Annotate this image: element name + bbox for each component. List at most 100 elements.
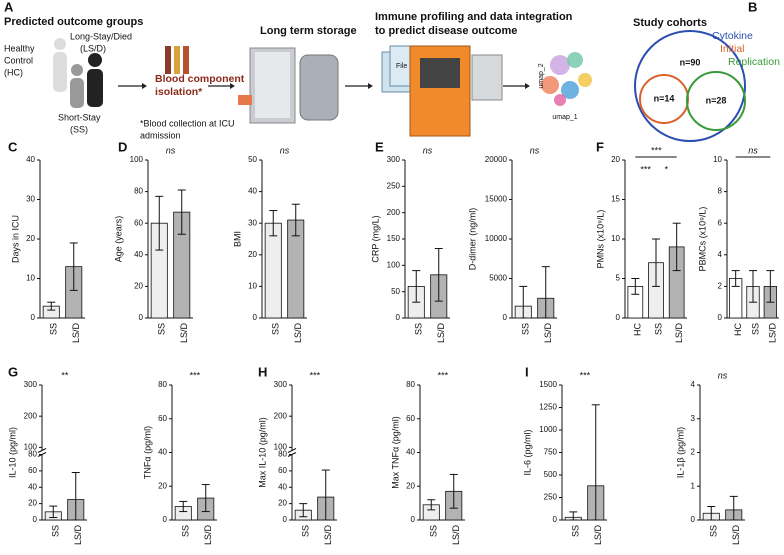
y-tick-label: 4 xyxy=(691,380,696,389)
y-tick-label: 30 xyxy=(26,195,35,204)
y-tick-label: 200 xyxy=(274,411,288,420)
n-label: n=14 xyxy=(654,93,675,103)
cohort-title: Study cohorts xyxy=(633,17,707,29)
y-axis-label: Age (years) xyxy=(113,216,123,263)
y-axis-label: D-dimer (ng/ml) xyxy=(467,208,477,271)
x-tick-label: SS xyxy=(301,525,311,537)
y-tick-label: 500 xyxy=(544,470,558,479)
y-tick-label: 0 xyxy=(616,313,621,322)
y-tick-label: 10 xyxy=(248,282,257,291)
annotation: ns xyxy=(748,145,758,155)
x-tick-label: LS/D xyxy=(71,323,81,344)
y-tick-label: 20 xyxy=(134,282,143,291)
annotation: *** xyxy=(437,370,448,380)
y-tick-label: 0 xyxy=(691,515,696,524)
annotation: *** xyxy=(579,370,590,380)
x-tick-label: SS xyxy=(49,323,59,335)
y-tick-label: 0 xyxy=(163,515,168,524)
y-tick-label: 1 xyxy=(691,481,696,490)
y-tick-label: 1250 xyxy=(539,403,557,412)
x-tick-label: SS xyxy=(157,323,167,335)
x-tick-label: SS xyxy=(750,323,760,335)
y-tick-label: 300 xyxy=(274,380,288,389)
y-tick-label: 20000 xyxy=(485,155,508,164)
ss-label: Short-Stay xyxy=(58,112,101,122)
annotation: *** xyxy=(189,370,200,380)
y-tick-label: 80 xyxy=(134,187,143,196)
annotation: ns xyxy=(166,145,176,155)
instrument-icon xyxy=(381,45,503,137)
collection-note: *Blood collection at ICU xyxy=(140,118,235,128)
replication-label: Replication xyxy=(728,56,780,68)
y-tick-label: 0 xyxy=(31,313,36,322)
y-tick-label: 80 xyxy=(158,380,167,389)
x-tick-label: LS/D xyxy=(543,323,553,344)
y-tick-label: 50 xyxy=(391,287,400,296)
y-tick-label: 80 xyxy=(28,450,37,459)
ss-label: (SS) xyxy=(70,124,88,134)
y-tick-label: 3 xyxy=(691,414,696,423)
y-axis-label: BMI xyxy=(232,231,242,247)
y-tick-label: 40 xyxy=(26,155,35,164)
groups-title: Predicted outcome groups xyxy=(4,16,143,28)
y-tick-label: 10000 xyxy=(485,234,508,243)
y-tick-label: 40 xyxy=(158,448,167,457)
hc-label: Control xyxy=(4,55,33,65)
n-label: n=28 xyxy=(706,95,727,105)
y-tick-label: 5 xyxy=(616,274,621,283)
y-tick-label: 40 xyxy=(278,482,287,491)
tubes-icon xyxy=(165,46,189,74)
y-tick-label: 60 xyxy=(134,218,143,227)
x-tick-label: SS xyxy=(521,323,531,335)
initial-label: Initial xyxy=(720,43,745,55)
y-tick-label: 30 xyxy=(248,218,257,227)
x-tick-label: SS xyxy=(181,525,191,537)
y-tick-label: 0 xyxy=(283,515,288,524)
panel-label: I xyxy=(525,364,529,379)
x-tick-label: SS xyxy=(51,525,61,537)
file-label: File xyxy=(396,63,407,70)
y-tick-label: 100 xyxy=(387,260,401,269)
y-tick-label: 200 xyxy=(387,208,401,217)
arrow-head xyxy=(142,83,147,89)
y-axis-label: Days in ICU xyxy=(10,215,20,263)
y-axis-label: CRP (mg/L) xyxy=(370,215,380,262)
profiling-title: to predict disease outcome xyxy=(375,25,517,37)
x-tick-label: SS xyxy=(571,525,581,537)
x-tick-label: SS xyxy=(271,323,281,335)
y-tick-label: 60 xyxy=(28,466,37,475)
y-tick-label: 80 xyxy=(406,380,415,389)
y-tick-label: 40 xyxy=(134,250,143,259)
y-axis-label: Max IL-10 (pg/ml) xyxy=(257,417,267,488)
annotation: ns xyxy=(530,145,540,155)
arrow-head xyxy=(368,83,373,89)
y-axis-label: TNFα (pg/ml) xyxy=(142,426,152,479)
arrow-head xyxy=(525,83,530,89)
x-tick-label: HC xyxy=(633,323,643,336)
panel-label: D xyxy=(118,139,127,154)
x-tick-label: SS xyxy=(414,323,424,335)
y-tick-label: 1500 xyxy=(539,380,557,389)
freezer-icon xyxy=(238,47,339,124)
x-tick-label: LS/D xyxy=(436,323,446,344)
y-tick-label: 250 xyxy=(387,181,401,190)
y-tick-label: 8 xyxy=(718,187,723,196)
annotation: *** xyxy=(309,370,320,380)
panel-label: G xyxy=(8,364,18,379)
y-tick-label: 0 xyxy=(718,313,723,322)
x-tick-label: LS/D xyxy=(768,323,778,344)
y-tick-label: 250 xyxy=(544,493,558,502)
y-tick-label: 40 xyxy=(248,187,257,196)
x-tick-label: SS xyxy=(709,525,719,537)
y-axis-label: IL-1β (pg/ml) xyxy=(675,427,685,478)
y-tick-label: 0 xyxy=(253,313,258,322)
x-tick-label: LS/D xyxy=(323,525,333,546)
annotation: ** xyxy=(61,370,69,380)
n-label: n=90 xyxy=(680,57,701,67)
y-tick-label: 20 xyxy=(406,481,415,490)
panel-label: F xyxy=(596,139,604,154)
y-tick-label: 1000 xyxy=(539,425,557,434)
annotation: ns xyxy=(280,145,290,155)
cytokine-label: Cytokine xyxy=(712,30,753,42)
profiling-title: Immune profiling and data integration xyxy=(375,11,573,23)
